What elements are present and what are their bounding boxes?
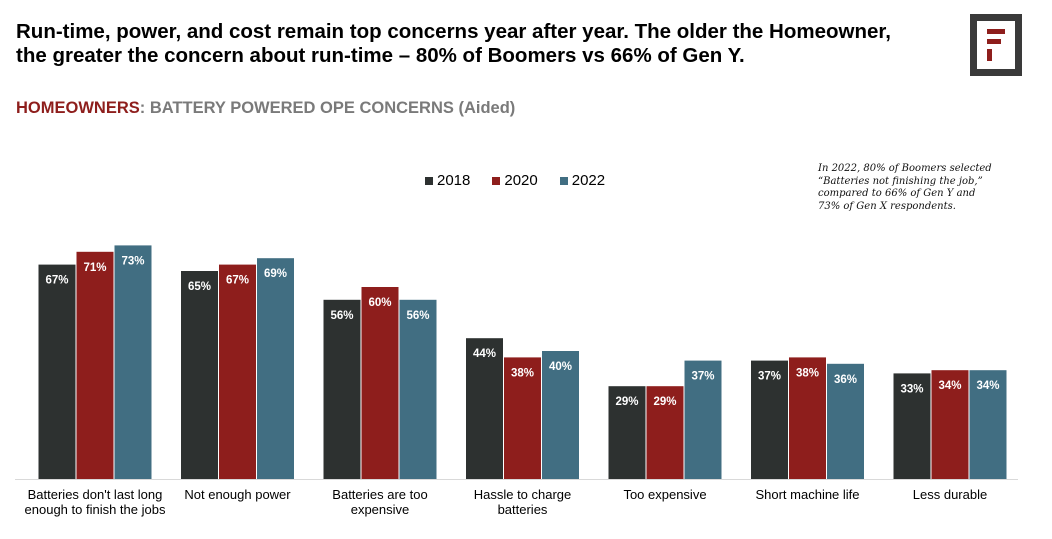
bar-value-label: 65% bbox=[188, 281, 211, 293]
headline-line-1: Run-time, power, and cost remain top con… bbox=[16, 20, 891, 43]
bar-value-label: 37% bbox=[691, 371, 714, 383]
bar-value-label: 29% bbox=[615, 396, 638, 408]
bar-value-label: 56% bbox=[406, 310, 429, 322]
chart-legend: 2018 2020 2022 bbox=[425, 172, 605, 189]
category-label: expensive bbox=[351, 502, 410, 517]
bar-value-label: 38% bbox=[511, 367, 534, 379]
bar-value-label: 44% bbox=[473, 348, 496, 360]
logo-f-mark-icon bbox=[987, 29, 1005, 61]
bar-value-label: 38% bbox=[796, 367, 819, 379]
bar-value-label: 67% bbox=[226, 275, 249, 287]
category-label: Not enough power bbox=[184, 487, 291, 502]
bar-value-label: 40% bbox=[549, 361, 572, 373]
subtitle-highlight: HOMEOWNERS bbox=[16, 99, 140, 117]
legend-label-2022: 2022 bbox=[571, 172, 606, 189]
bar-2018-cat-1 bbox=[181, 271, 218, 479]
bar-2018-cat-4 bbox=[608, 386, 646, 479]
legend-swatch-2020 bbox=[492, 176, 501, 185]
brand-logo-icon bbox=[970, 14, 1022, 76]
legend-label-2018: 2018 bbox=[437, 172, 471, 189]
bar-value-label: 60% bbox=[368, 297, 391, 309]
bar-2020-cat-6 bbox=[931, 370, 969, 479]
legend-item-2020: 2020 bbox=[492, 172, 538, 189]
legend-swatch-2022 bbox=[559, 176, 568, 185]
chart-subtitle: HOMEOWNERS: BATTERY POWERED OPE CONCERNS… bbox=[16, 99, 515, 118]
bar-value-label: 73% bbox=[121, 255, 144, 267]
headline-line-2: the greater the concern about run-time –… bbox=[16, 44, 745, 67]
legend-item-2022: 2022 bbox=[559, 172, 606, 189]
subtitle-rest: : BATTERY POWERED OPE CONCERNS (Aided) bbox=[139, 99, 516, 117]
bar-2018-cat-6 bbox=[893, 373, 931, 479]
bar-2022-cat-4 bbox=[684, 360, 722, 479]
category-label: Batteries are too bbox=[332, 487, 427, 502]
bar-value-label: 29% bbox=[653, 396, 676, 408]
category-label: enough to finish the jobs bbox=[25, 502, 166, 517]
category-label: Batteries don't last long bbox=[28, 487, 163, 502]
bar-2022-cat-3 bbox=[542, 351, 579, 479]
bar-value-label: 34% bbox=[938, 380, 961, 392]
bar-2018-cat-0 bbox=[38, 264, 76, 479]
bar-2018-cat-3 bbox=[466, 338, 503, 479]
bar-2020-cat-4 bbox=[646, 386, 684, 479]
bar-value-label: 56% bbox=[330, 310, 353, 322]
bar-value-label: 37% bbox=[758, 371, 781, 383]
category-label: Short machine life bbox=[755, 487, 859, 502]
bar-2020-cat-3 bbox=[504, 357, 541, 479]
bar-value-label: 71% bbox=[83, 262, 106, 274]
bar-value-label: 36% bbox=[834, 374, 857, 386]
category-label: batteries bbox=[498, 502, 548, 517]
bar-value-label: 34% bbox=[976, 380, 999, 392]
bar-value-label: 69% bbox=[264, 268, 287, 280]
bar-value-label: 67% bbox=[45, 275, 68, 287]
chart-annotation: In 2022, 80% of Boomers selected “Batter… bbox=[818, 163, 992, 212]
bar-2020-cat-1 bbox=[219, 264, 256, 479]
legend-swatch-2018 bbox=[425, 176, 433, 185]
category-label: Hassle to charge bbox=[474, 487, 572, 502]
legend-item-2018: 2018 bbox=[425, 172, 470, 189]
bar-2020-cat-5 bbox=[789, 357, 826, 479]
bar-2022-cat-6 bbox=[969, 370, 1007, 479]
bar-2022-cat-0 bbox=[114, 245, 152, 479]
headline: Run-time, power, and cost remain top con… bbox=[16, 20, 966, 68]
bar-value-label: 33% bbox=[900, 383, 923, 395]
bar-2022-cat-5 bbox=[827, 363, 864, 479]
legend-label-2020: 2020 bbox=[504, 172, 538, 189]
bar-2020-cat-2 bbox=[361, 287, 399, 479]
bar-2022-cat-2 bbox=[399, 299, 437, 479]
bar-2018-cat-2 bbox=[323, 299, 361, 479]
bar-2022-cat-1 bbox=[257, 258, 294, 479]
bar-2020-cat-0 bbox=[76, 251, 114, 479]
category-label: Too expensive bbox=[623, 487, 706, 502]
bar-2018-cat-5 bbox=[751, 360, 788, 479]
category-label: Less durable bbox=[913, 487, 987, 502]
